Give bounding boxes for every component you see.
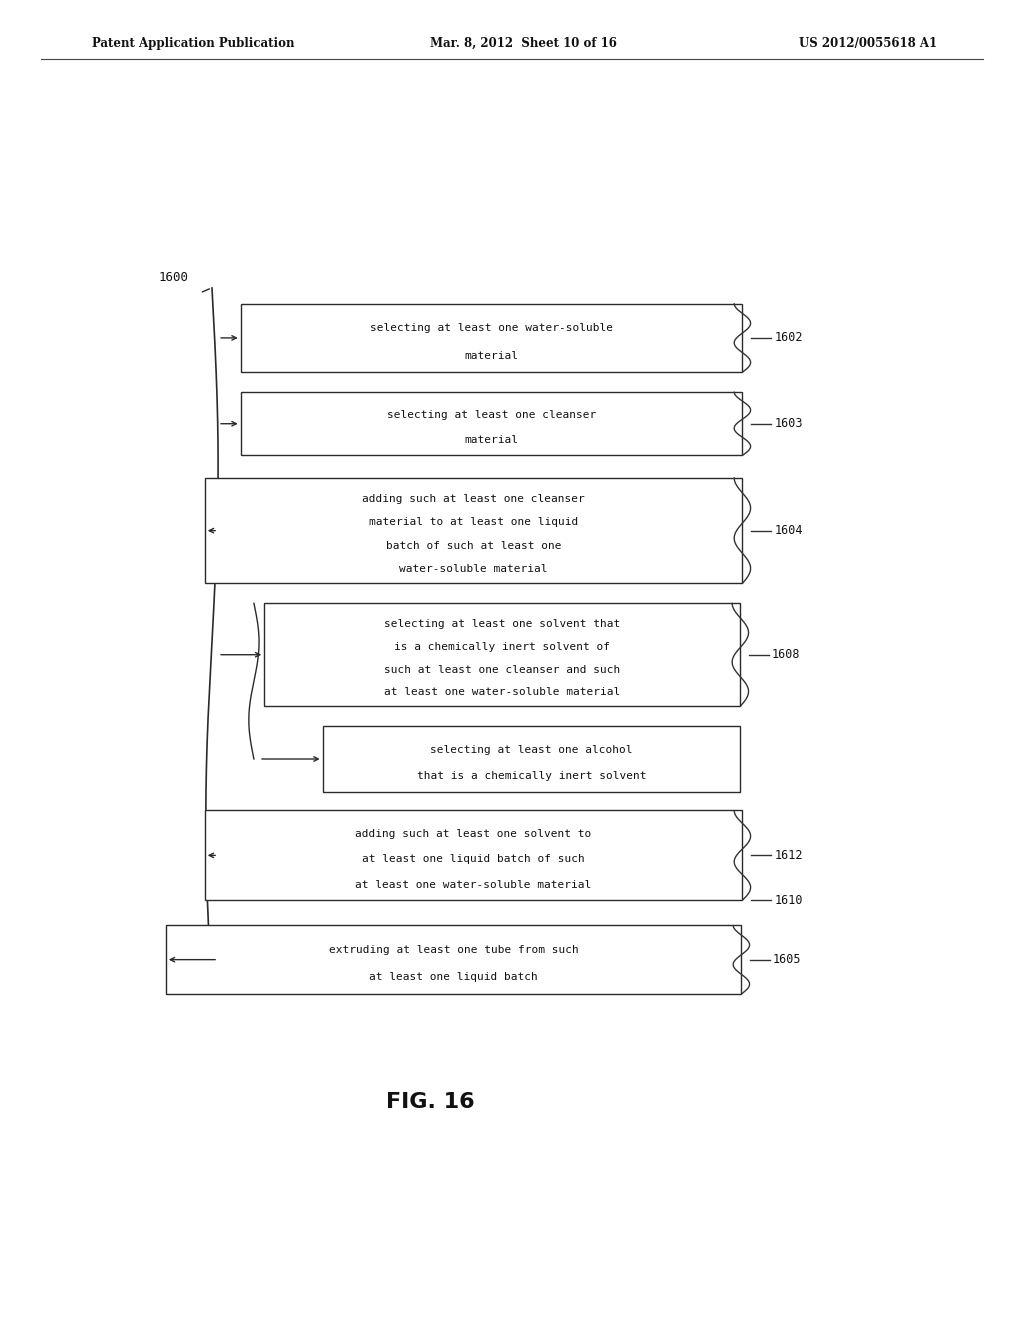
Text: at least one water-soluble material: at least one water-soluble material bbox=[384, 688, 621, 697]
FancyBboxPatch shape bbox=[205, 810, 742, 900]
Text: such at least one cleanser and such: such at least one cleanser and such bbox=[384, 664, 621, 675]
Text: at least one water-soluble material: at least one water-soluble material bbox=[355, 880, 592, 890]
Text: at least one liquid batch: at least one liquid batch bbox=[370, 973, 538, 982]
FancyBboxPatch shape bbox=[205, 478, 742, 583]
Text: FIG. 16: FIG. 16 bbox=[386, 1092, 474, 1113]
Text: 1600: 1600 bbox=[159, 271, 188, 284]
Text: adding such at least one cleanser: adding such at least one cleanser bbox=[362, 494, 585, 504]
Text: water-soluble material: water-soluble material bbox=[399, 565, 548, 574]
Text: at least one liquid batch of such: at least one liquid batch of such bbox=[362, 854, 585, 865]
Text: material to at least one liquid: material to at least one liquid bbox=[369, 517, 579, 528]
Text: material: material bbox=[465, 351, 518, 360]
Text: 1608: 1608 bbox=[772, 648, 801, 661]
FancyBboxPatch shape bbox=[241, 304, 742, 372]
Text: 1612: 1612 bbox=[774, 849, 803, 862]
Text: 1603: 1603 bbox=[774, 417, 803, 430]
Text: 1602: 1602 bbox=[774, 331, 803, 345]
Text: 1610: 1610 bbox=[774, 894, 803, 907]
FancyBboxPatch shape bbox=[166, 925, 741, 994]
FancyBboxPatch shape bbox=[241, 392, 742, 455]
Text: that is a chemically inert solvent: that is a chemically inert solvent bbox=[417, 771, 646, 781]
Text: 1604: 1604 bbox=[774, 524, 803, 537]
Text: is a chemically inert solvent of: is a chemically inert solvent of bbox=[394, 642, 610, 652]
Text: selecting at least one alcohol: selecting at least one alcohol bbox=[430, 744, 633, 755]
Text: Mar. 8, 2012  Sheet 10 of 16: Mar. 8, 2012 Sheet 10 of 16 bbox=[430, 37, 616, 50]
FancyBboxPatch shape bbox=[264, 603, 740, 706]
Text: material: material bbox=[465, 436, 518, 445]
Text: extruding at least one tube from such: extruding at least one tube from such bbox=[329, 945, 579, 956]
Text: batch of such at least one: batch of such at least one bbox=[386, 541, 561, 550]
Text: 1605: 1605 bbox=[773, 953, 802, 966]
FancyBboxPatch shape bbox=[323, 726, 740, 792]
Text: selecting at least one water-soluble: selecting at least one water-soluble bbox=[370, 323, 613, 334]
Text: Patent Application Publication: Patent Application Publication bbox=[92, 37, 295, 50]
Text: adding such at least one solvent to: adding such at least one solvent to bbox=[355, 829, 592, 838]
Text: US 2012/0055618 A1: US 2012/0055618 A1 bbox=[799, 37, 937, 50]
Text: selecting at least one solvent that: selecting at least one solvent that bbox=[384, 619, 621, 628]
Text: selecting at least one cleanser: selecting at least one cleanser bbox=[387, 409, 596, 420]
